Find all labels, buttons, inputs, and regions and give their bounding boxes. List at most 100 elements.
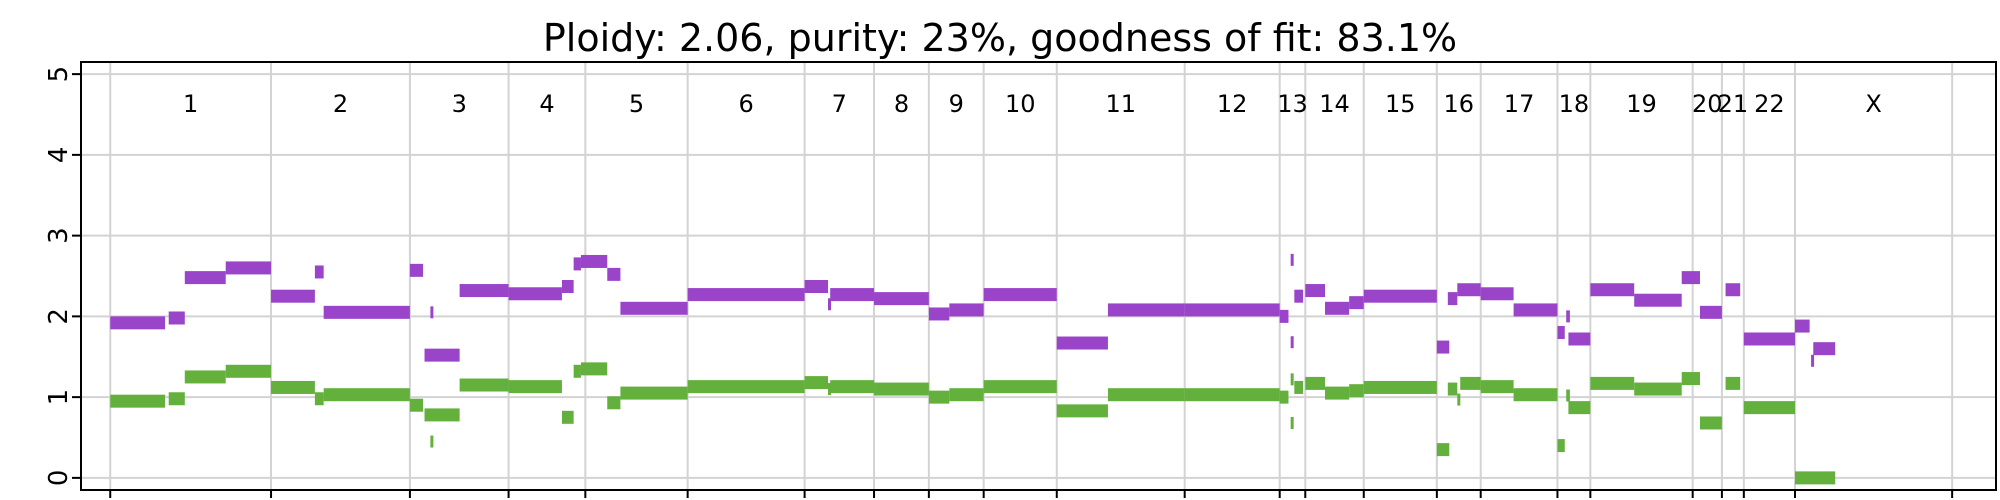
segment-major [1480,287,1514,301]
chromosome-label: 6 [738,90,753,118]
y-tick-label: 4 [44,147,74,164]
segment-major [1725,283,1741,297]
segment-minor [508,380,562,394]
y-tick-label: 5 [44,66,74,83]
segment-minor [1279,390,1289,404]
segment-major [983,288,1057,302]
segment-minor [827,383,831,396]
segment-minor [1725,376,1741,390]
segment-minor [1184,388,1280,402]
chromosome-label: 10 [1005,90,1036,118]
segment-major [1290,336,1294,349]
segment-minor [184,370,226,384]
chromosome-label: 1 [183,90,198,118]
segment-major [1699,305,1722,319]
y-tick-label: 2 [44,308,74,325]
segment-minor [561,410,574,424]
segment-minor [424,408,460,422]
y-axis-ticks: 0 1 2 3 4 5 [44,66,81,486]
series-minor [110,362,1836,485]
segment-minor [1513,388,1558,402]
segment-minor [1480,380,1514,394]
segment-minor [1568,401,1591,415]
segment-minor [1557,439,1565,453]
segment-minor [830,380,875,394]
chromosome-label: 12 [1217,90,1248,118]
segment-minor [314,392,324,406]
y-tick-label: 1 [44,389,74,406]
chromosome-label: 7 [832,90,847,118]
segment-major [1590,283,1635,297]
segment-major [1325,301,1350,315]
y-tick-label: 0 [44,470,74,487]
segment-major [271,289,315,303]
segment-major [1813,342,1836,356]
segment-major [607,267,621,281]
segment-major [1279,309,1289,323]
chromosome-label: 4 [539,90,554,118]
chromosome-label: 19 [1626,90,1657,118]
segment-minor [1634,382,1682,396]
chromosome-label: 18 [1559,90,1590,118]
segment-major [1056,336,1108,350]
segment-minor [1325,386,1350,400]
segment-minor [430,435,434,448]
segment-major [430,306,434,319]
segment-major [184,271,226,285]
segment-major [1568,332,1591,346]
segment-major [928,307,950,321]
segment-minor [983,380,1057,394]
segment-minor [1349,384,1364,398]
chromosome-label: 15 [1385,90,1416,118]
segment-major [804,279,828,293]
segment-major [1743,332,1795,346]
segment-minor [1590,376,1635,390]
segment-minor [1305,376,1326,390]
segment-major [225,261,272,275]
segment-major [1436,340,1450,354]
segment-major [459,284,509,298]
segment-major [1513,303,1558,317]
segment-minor [620,386,688,400]
chromosome-label: 3 [452,90,467,118]
segment-minor [1056,404,1108,418]
chromosome-label: 8 [894,90,909,118]
segment-major [168,311,185,325]
chromosome-label: 22 [1754,90,1785,118]
segment-major [1557,326,1565,340]
segment-minor [874,382,929,396]
segment-major [508,287,562,301]
chromosome-label: 13 [1277,90,1308,118]
segment-minor [1447,382,1458,396]
segment-minor [1457,393,1461,406]
segment-minor [168,392,185,406]
segment-minor [271,380,315,394]
segment-minor [409,398,424,412]
segment-minor [1290,416,1294,429]
segment-minor [459,378,509,392]
segment-minor [1436,443,1450,457]
segment-minor [225,364,272,378]
chromosome-label: 5 [629,90,644,118]
segment-minor [580,362,608,376]
chromosome-label: 21 [1718,90,1749,118]
segment-major [1681,271,1700,285]
chromosome-label: 9 [949,90,964,118]
segment-major [314,265,324,279]
chromosome-label: 17 [1504,90,1535,118]
segment-major [1294,289,1304,303]
segment-major [1349,296,1364,310]
segment-minor [687,380,805,394]
segment-minor [1699,416,1722,430]
chromosome-label: 16 [1444,90,1475,118]
segment-major [580,254,608,268]
segment-minor [1363,380,1437,394]
segment-major [1794,319,1810,333]
segment-major [1634,293,1682,307]
grid-lines [81,62,1996,498]
segment-minor [607,396,621,410]
series-major [110,253,1836,367]
segment-major [1457,283,1481,297]
segment-major [409,263,424,277]
